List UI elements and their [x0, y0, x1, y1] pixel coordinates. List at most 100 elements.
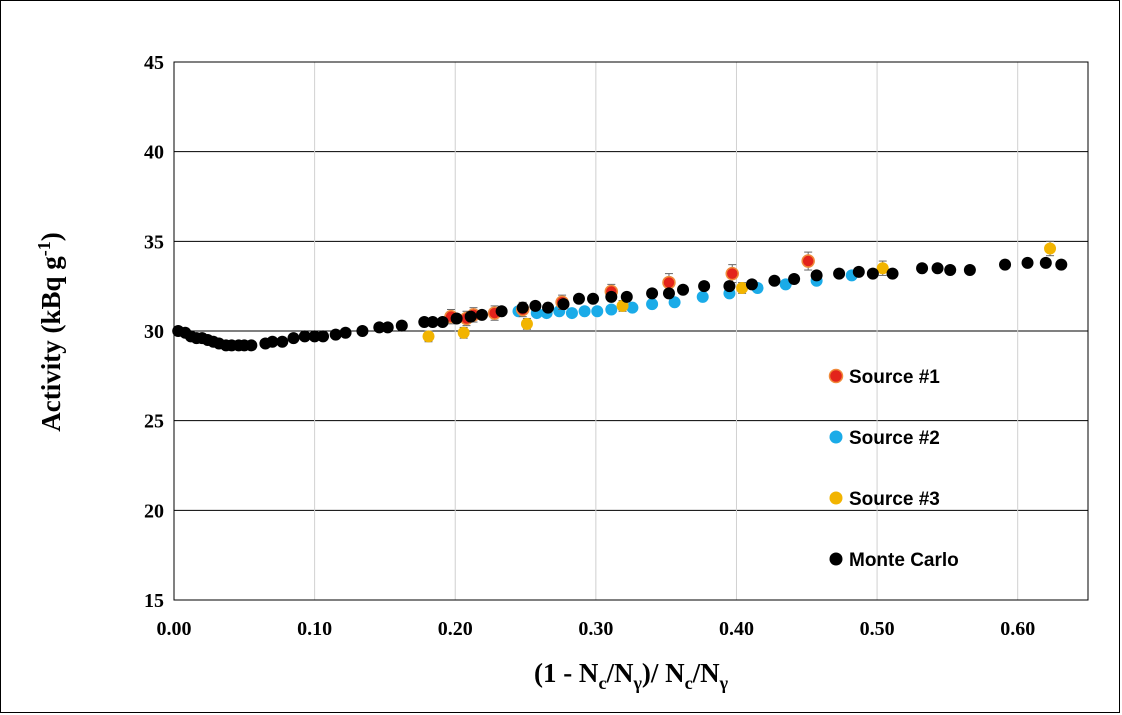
y-tick-label: 30 [144, 321, 164, 343]
data-point [457, 326, 470, 339]
data-point [266, 335, 279, 348]
x-tick-label: 0.30 [578, 618, 613, 640]
data-point [516, 301, 529, 314]
data-point [287, 332, 300, 345]
data-point [698, 280, 711, 293]
data-point [944, 264, 957, 277]
y-tick-label: 20 [144, 500, 164, 522]
data-point [436, 316, 449, 329]
data-point [833, 267, 846, 280]
legend-marker [829, 491, 843, 505]
data-point [495, 305, 508, 318]
data-point [1021, 256, 1034, 269]
data-point [542, 301, 555, 314]
data-points [172, 240, 1068, 352]
data-point [646, 298, 659, 311]
legend-label: Monte Carlo [849, 550, 959, 571]
data-point [565, 307, 578, 320]
data-point [725, 266, 739, 281]
data-point [557, 298, 570, 311]
data-point [529, 299, 542, 312]
data-point [464, 310, 477, 323]
y-tick-label: 15 [144, 590, 164, 612]
series-source-3 [422, 240, 1057, 343]
legend-marker [829, 430, 843, 444]
legend-marker [829, 552, 843, 566]
data-point [810, 269, 823, 282]
legend-label: Source #1 [849, 367, 940, 388]
data-point [395, 319, 408, 332]
legend-label: Source #2 [849, 428, 940, 449]
y-tick-label: 35 [144, 231, 164, 253]
legend-marker [828, 368, 844, 384]
data-point [1055, 258, 1068, 271]
data-point [422, 330, 435, 343]
x-tick-label: 0.00 [157, 618, 192, 640]
data-point [450, 312, 463, 325]
data-point [605, 290, 618, 303]
data-point [245, 339, 258, 352]
data-point [373, 321, 386, 334]
data-point [696, 290, 709, 303]
data-point [339, 326, 352, 339]
y-tick-labels: 15 20 25 30 35 40 45 [144, 52, 164, 612]
data-point [886, 267, 899, 280]
data-point [587, 292, 600, 305]
x-tick-labels: 0.00 0.10 0.20 0.30 0.40 0.50 0.60 [157, 618, 1036, 640]
data-point [578, 305, 591, 318]
data-point [616, 299, 629, 312]
legend-item: Source #1 [828, 367, 940, 388]
x-axis-label: (1 - Nc/Nγ)/ Nc/Nγ [534, 658, 729, 693]
data-point [475, 308, 488, 321]
data-point [298, 330, 311, 343]
y-axis-label: Activity (kBq g-1) [34, 232, 66, 432]
data-point [768, 274, 781, 287]
data-point [677, 283, 690, 296]
data-point [999, 258, 1012, 271]
data-point [1044, 242, 1057, 255]
data-point [605, 303, 618, 316]
data-point [620, 290, 633, 303]
data-point [866, 267, 879, 280]
legend-item: Source #2 [829, 428, 940, 449]
data-point [317, 330, 330, 343]
data-point [801, 254, 815, 268]
data-point [276, 335, 289, 348]
y-tick-label: 45 [144, 52, 164, 74]
data-point [736, 281, 749, 294]
grid-lines [173, 61, 1088, 601]
data-point [876, 262, 889, 275]
data-point [572, 292, 585, 305]
legend-item: Source #3 [829, 489, 940, 510]
x-tick-label: 0.10 [297, 618, 332, 640]
x-tick-label: 0.20 [438, 618, 473, 640]
x-tick-label: 0.50 [860, 618, 895, 640]
data-point [356, 325, 369, 337]
data-point [626, 301, 639, 314]
series-monte-carlo [172, 256, 1068, 352]
data-point [788, 272, 801, 285]
y-tick-label: 40 [144, 142, 164, 164]
x-tick-label: 0.60 [1000, 618, 1035, 640]
data-point [381, 321, 394, 334]
data-point [646, 287, 659, 300]
data-point [931, 262, 944, 275]
data-point [329, 328, 342, 341]
data-point [520, 317, 533, 330]
data-point [852, 265, 865, 278]
data-point [963, 264, 976, 277]
legend-label: Source #3 [849, 489, 940, 510]
data-point [662, 287, 675, 300]
data-point [916, 262, 929, 275]
y-tick-label: 25 [144, 411, 164, 433]
data-point [1039, 256, 1052, 269]
legend-item: Monte Carlo [829, 550, 959, 571]
data-point [591, 305, 604, 318]
data-point [723, 280, 736, 293]
data-point [668, 296, 681, 309]
data-point [426, 316, 439, 329]
data-point [308, 330, 321, 343]
data-point [662, 275, 676, 290]
